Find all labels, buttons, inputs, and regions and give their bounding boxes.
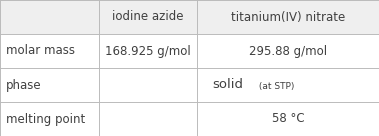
Text: titanium(IV) nitrate: titanium(IV) nitrate: [231, 10, 345, 24]
Text: (at STP): (at STP): [256, 82, 294, 91]
Text: solid: solid: [212, 78, 243, 92]
Text: 168.925 g/mol: 168.925 g/mol: [105, 44, 191, 58]
Text: iodine azide: iodine azide: [112, 10, 183, 24]
Text: 295.88 g/mol: 295.88 g/mol: [249, 44, 327, 58]
Text: 58 °C: 58 °C: [272, 112, 304, 126]
Text: melting point: melting point: [6, 112, 85, 126]
Text: molar mass: molar mass: [6, 44, 75, 58]
Bar: [0, 0, 379, 34]
Text: phase: phase: [6, 78, 41, 92]
